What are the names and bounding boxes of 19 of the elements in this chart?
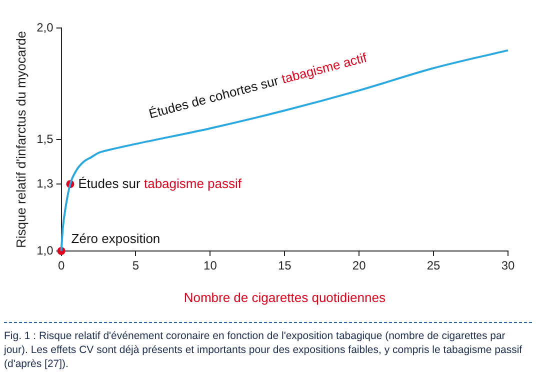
x-tick-label: 25 (426, 258, 441, 273)
x-tick-label: 30 (501, 258, 515, 273)
y-tick-label: 2,0 (36, 20, 54, 34)
y-tick-label: 1,5 (36, 132, 54, 146)
x-axis-title: Nombre de cigarettes quotidiennes (184, 290, 386, 305)
annotation: Études sur (78, 176, 142, 192)
x-tick-label: 0 (58, 258, 65, 273)
x-tick-label: 10 (204, 258, 218, 273)
annotation: Études de cohortes sur (147, 72, 281, 122)
annotation: tabagisme passif (144, 176, 242, 192)
annotation: Zéro exposition (71, 231, 160, 246)
y-tick-label: 1,0 (36, 243, 54, 258)
y-axis-title: Risque relatif d'infarctus du myocarde (13, 30, 28, 248)
x-tick-label: 15 (278, 258, 292, 273)
x-tick-label: 20 (352, 258, 366, 273)
caption: Fig. 1 : Risque relatif d'événement coronaire en fonction de l'exposition tabagique (nombre de cigarettes par jour). Les effets CV sont déjà présents et importants pour des expositions faibles, y compris le tabagisme passif (d'après [27]). (4, 322, 532, 371)
annotation: tabagisme actif (280, 50, 369, 86)
x-tick-label: 5 (132, 258, 140, 273)
y-tick-label: 1,3 (36, 176, 54, 190)
